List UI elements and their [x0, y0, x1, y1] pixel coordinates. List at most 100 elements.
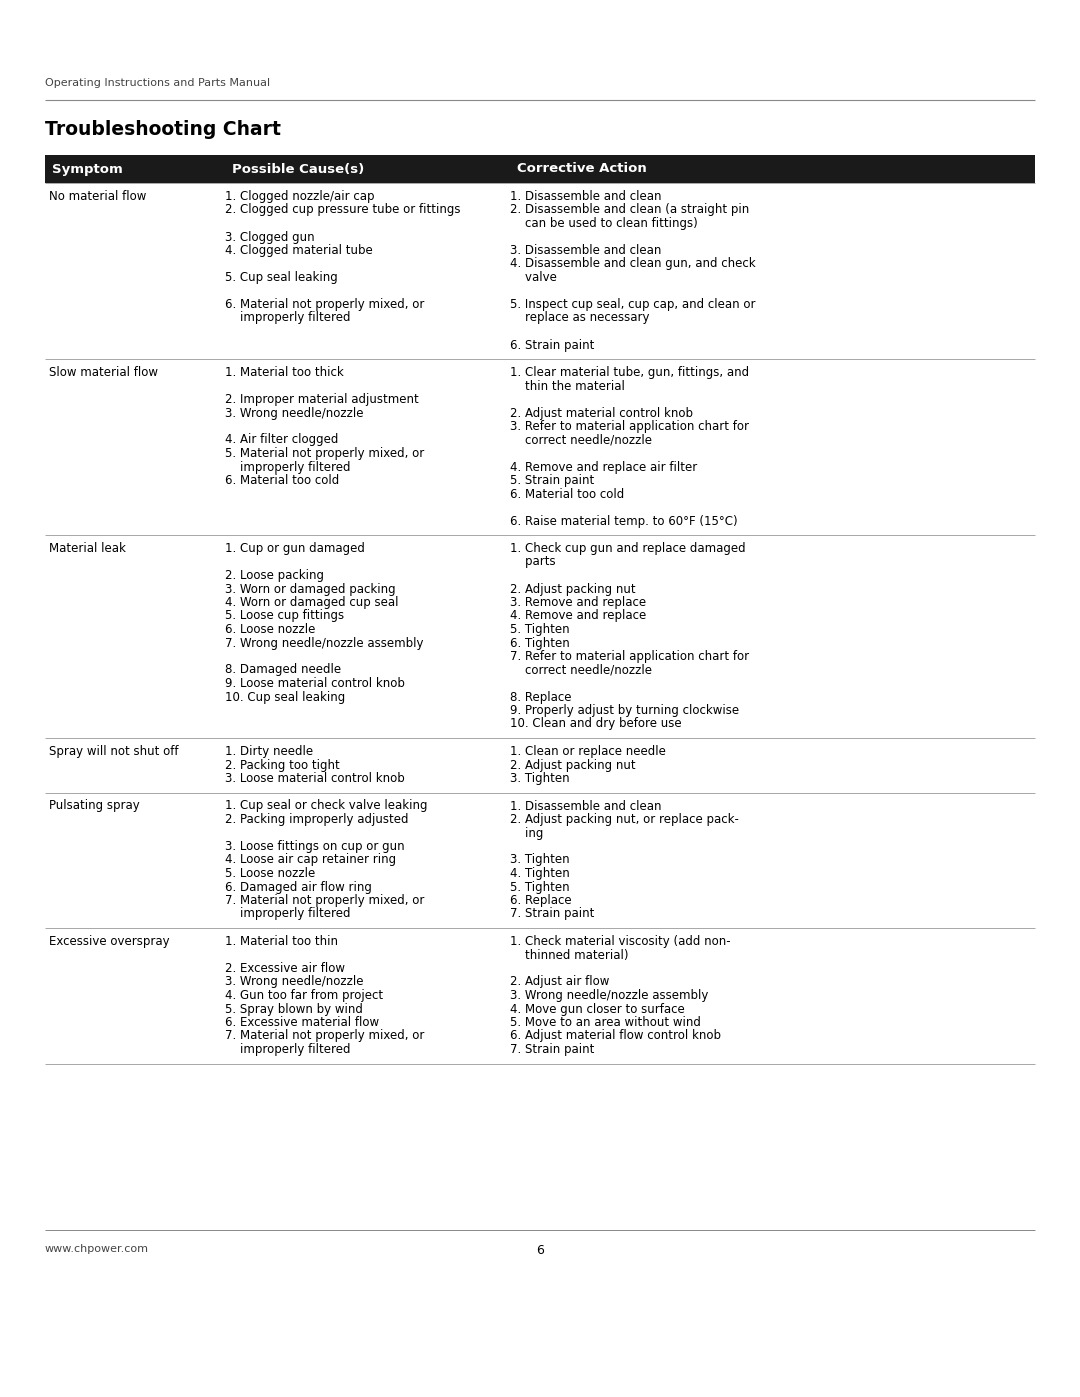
Text: 7. Refer to material application chart for: 7. Refer to material application chart f…	[510, 650, 750, 664]
Text: correct needle/nozzle: correct needle/nozzle	[510, 433, 652, 447]
Text: correct needle/nozzle: correct needle/nozzle	[510, 664, 652, 676]
Text: parts: parts	[510, 556, 555, 569]
Text: 5. Strain paint: 5. Strain paint	[510, 474, 594, 488]
Text: can be used to clean fittings): can be used to clean fittings)	[510, 217, 698, 231]
Text: 2. Loose packing: 2. Loose packing	[225, 569, 324, 583]
Text: 4. Move gun closer to surface: 4. Move gun closer to surface	[510, 1003, 685, 1016]
Text: 4. Remove and replace air filter: 4. Remove and replace air filter	[510, 461, 698, 474]
Text: 4. Disassemble and clean gun, and check: 4. Disassemble and clean gun, and check	[510, 257, 756, 271]
Text: 1. Cup or gun damaged: 1. Cup or gun damaged	[225, 542, 365, 555]
Text: 3. Loose material control knob: 3. Loose material control knob	[225, 773, 405, 785]
Text: 2. Packing too tight: 2. Packing too tight	[225, 759, 340, 771]
Text: 5. Material not properly mixed, or: 5. Material not properly mixed, or	[225, 447, 424, 460]
Text: improperly filtered: improperly filtered	[225, 461, 351, 474]
Text: 8. Damaged needle: 8. Damaged needle	[225, 664, 341, 676]
Text: 7. Strain paint: 7. Strain paint	[510, 1044, 594, 1056]
Text: 6. Excessive material flow: 6. Excessive material flow	[225, 1016, 379, 1030]
Text: 5. Loose cup fittings: 5. Loose cup fittings	[225, 609, 345, 623]
Text: 6. Material too cold: 6. Material too cold	[510, 488, 624, 500]
Text: 1. Disassemble and clean: 1. Disassemble and clean	[510, 799, 661, 813]
Text: 2. Improper material adjustment: 2. Improper material adjustment	[225, 393, 419, 407]
Text: 6. Damaged air flow ring: 6. Damaged air flow ring	[225, 880, 372, 894]
Text: 6. Strain paint: 6. Strain paint	[510, 338, 594, 352]
Text: 3. Wrong needle/nozzle assembly: 3. Wrong needle/nozzle assembly	[510, 989, 708, 1002]
Text: Pulsating spray: Pulsating spray	[49, 799, 139, 813]
Text: 1. Check material viscosity (add non-: 1. Check material viscosity (add non-	[510, 935, 731, 949]
Text: 1. Clear material tube, gun, fittings, and: 1. Clear material tube, gun, fittings, a…	[510, 366, 750, 379]
Text: 6. Material too cold: 6. Material too cold	[225, 474, 339, 488]
Text: 6. Replace: 6. Replace	[510, 894, 571, 907]
Text: 2. Disassemble and clean (a straight pin: 2. Disassemble and clean (a straight pin	[510, 204, 750, 217]
Text: 2. Adjust material control knob: 2. Adjust material control knob	[510, 407, 693, 419]
Text: 5. Spray blown by wind: 5. Spray blown by wind	[225, 1003, 363, 1016]
Text: 7. Strain paint: 7. Strain paint	[510, 908, 594, 921]
Text: 4. Tighten: 4. Tighten	[510, 868, 570, 880]
Text: improperly filtered: improperly filtered	[225, 1044, 351, 1056]
Text: 2. Excessive air flow: 2. Excessive air flow	[225, 963, 345, 975]
Text: improperly filtered: improperly filtered	[225, 312, 351, 324]
Text: 4. Clogged material tube: 4. Clogged material tube	[225, 244, 373, 257]
Text: thin the material: thin the material	[510, 380, 625, 393]
Text: 3. Clogged gun: 3. Clogged gun	[225, 231, 314, 243]
Text: 6: 6	[536, 1243, 544, 1257]
Text: 1. Clean or replace needle: 1. Clean or replace needle	[510, 745, 666, 759]
Text: 3. Tighten: 3. Tighten	[510, 773, 569, 785]
Text: 9. Loose material control knob: 9. Loose material control knob	[225, 678, 405, 690]
Text: Material leak: Material leak	[49, 542, 126, 555]
Text: 1. Material too thin: 1. Material too thin	[225, 935, 338, 949]
Text: 9. Properly adjust by turning clockwise: 9. Properly adjust by turning clockwise	[510, 704, 739, 717]
Text: No material flow: No material flow	[49, 190, 147, 203]
Text: 2. Adjust packing nut, or replace pack-: 2. Adjust packing nut, or replace pack-	[510, 813, 739, 826]
Text: 3. Refer to material application chart for: 3. Refer to material application chart f…	[510, 420, 750, 433]
Text: 1. Dirty needle: 1. Dirty needle	[225, 745, 313, 759]
Text: 6. Adjust material flow control knob: 6. Adjust material flow control knob	[510, 1030, 721, 1042]
Text: 2. Adjust air flow: 2. Adjust air flow	[510, 975, 609, 989]
Text: 5. Move to an area without wind: 5. Move to an area without wind	[510, 1016, 701, 1030]
Text: 10. Cup seal leaking: 10. Cup seal leaking	[225, 690, 346, 704]
Text: 2. Adjust packing nut: 2. Adjust packing nut	[510, 583, 636, 595]
Text: Excessive overspray: Excessive overspray	[49, 935, 170, 949]
Text: 1. Cup seal or check valve leaking: 1. Cup seal or check valve leaking	[225, 799, 428, 813]
Text: 1. Clogged nozzle/air cap: 1. Clogged nozzle/air cap	[225, 190, 375, 203]
Text: Symptom: Symptom	[52, 162, 123, 176]
Text: 6. Loose nozzle: 6. Loose nozzle	[225, 623, 315, 636]
Text: Spray will not shut off: Spray will not shut off	[49, 745, 178, 759]
Text: 2. Packing improperly adjusted: 2. Packing improperly adjusted	[225, 813, 408, 826]
Text: 1. Disassemble and clean: 1. Disassemble and clean	[510, 190, 661, 203]
Text: 2. Clogged cup pressure tube or fittings: 2. Clogged cup pressure tube or fittings	[225, 204, 460, 217]
Text: 6. Tighten: 6. Tighten	[510, 637, 570, 650]
Text: 4. Remove and replace: 4. Remove and replace	[510, 609, 646, 623]
Text: 3. Tighten: 3. Tighten	[510, 854, 569, 866]
Text: 4. Air filter clogged: 4. Air filter clogged	[225, 433, 338, 447]
Text: 6. Raise material temp. to 60°F (15°C): 6. Raise material temp. to 60°F (15°C)	[510, 514, 738, 528]
Text: 3. Worn or damaged packing: 3. Worn or damaged packing	[225, 583, 395, 595]
Text: 1. Check cup gun and replace damaged: 1. Check cup gun and replace damaged	[510, 542, 745, 555]
Text: 5. Loose nozzle: 5. Loose nozzle	[225, 868, 315, 880]
Text: 7. Material not properly mixed, or: 7. Material not properly mixed, or	[225, 894, 424, 907]
Text: 5. Tighten: 5. Tighten	[510, 623, 569, 636]
Text: 4. Gun too far from project: 4. Gun too far from project	[225, 989, 383, 1002]
Text: 4. Loose air cap retainer ring: 4. Loose air cap retainer ring	[225, 854, 396, 866]
Text: Possible Cause(s): Possible Cause(s)	[232, 162, 364, 176]
Text: 1. Material too thick: 1. Material too thick	[225, 366, 343, 379]
Text: 2. Adjust packing nut: 2. Adjust packing nut	[510, 759, 636, 771]
Text: 5. Cup seal leaking: 5. Cup seal leaking	[225, 271, 338, 284]
Text: 10. Clean and dry before use: 10. Clean and dry before use	[510, 718, 681, 731]
Text: thinned material): thinned material)	[510, 949, 629, 961]
Text: 7. Material not properly mixed, or: 7. Material not properly mixed, or	[225, 1030, 424, 1042]
Text: 3. Disassemble and clean: 3. Disassemble and clean	[510, 244, 661, 257]
Text: valve: valve	[510, 271, 557, 284]
Text: 3. Remove and replace: 3. Remove and replace	[510, 597, 646, 609]
Text: 3. Loose fittings on cup or gun: 3. Loose fittings on cup or gun	[225, 840, 405, 854]
Text: Slow material flow: Slow material flow	[49, 366, 158, 379]
Text: 7. Wrong needle/nozzle assembly: 7. Wrong needle/nozzle assembly	[225, 637, 423, 650]
Text: Corrective Action: Corrective Action	[517, 162, 647, 176]
Text: 8. Replace: 8. Replace	[510, 690, 571, 704]
Text: 5. Inspect cup seal, cup cap, and clean or: 5. Inspect cup seal, cup cap, and clean …	[510, 298, 756, 312]
Text: improperly filtered: improperly filtered	[225, 908, 351, 921]
Text: 5. Tighten: 5. Tighten	[510, 880, 569, 894]
Bar	[45, 155, 1035, 183]
Text: Operating Instructions and Parts Manual: Operating Instructions and Parts Manual	[45, 78, 270, 88]
Text: Troubleshooting Chart: Troubleshooting Chart	[45, 120, 281, 138]
Text: 4. Worn or damaged cup seal: 4. Worn or damaged cup seal	[225, 597, 399, 609]
